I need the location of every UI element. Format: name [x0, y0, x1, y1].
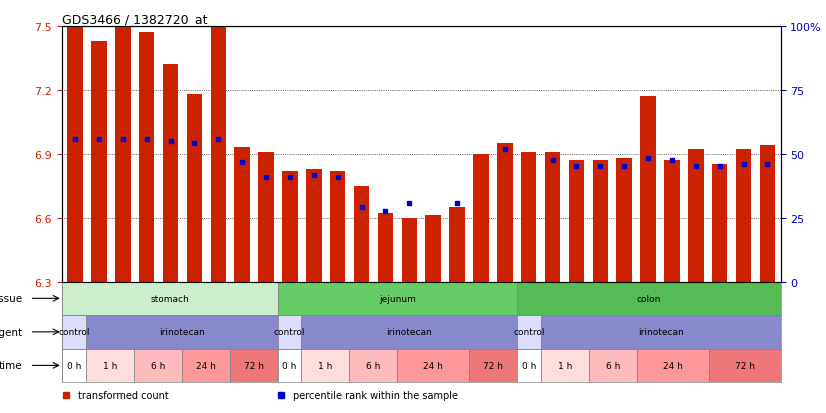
Bar [592, 161, 608, 282]
Text: 1 h: 1 h [102, 361, 117, 370]
Bar [278, 282, 517, 315]
Bar [712, 165, 728, 282]
Bar [306, 169, 321, 282]
Bar [115, 27, 131, 282]
Bar [568, 161, 584, 282]
Text: 24 h: 24 h [423, 361, 444, 370]
Bar [86, 349, 134, 382]
Text: transformed count: transformed count [78, 390, 169, 400]
Text: control: control [58, 328, 90, 337]
Bar [497, 144, 513, 282]
Bar [760, 146, 775, 282]
Bar [62, 349, 86, 382]
Bar [589, 349, 637, 382]
Bar [282, 171, 297, 282]
Text: percentile rank within the sample: percentile rank within the sample [293, 390, 458, 400]
Bar [187, 95, 202, 282]
Bar [278, 315, 301, 349]
Text: 72 h: 72 h [244, 361, 263, 370]
Text: 24 h: 24 h [662, 361, 683, 370]
Bar [259, 152, 274, 282]
Text: 72 h: 72 h [483, 361, 503, 370]
Text: agent: agent [0, 327, 22, 337]
Text: 0 h: 0 h [67, 361, 81, 370]
Text: tissue: tissue [0, 294, 22, 304]
Text: 1 h: 1 h [318, 361, 333, 370]
Bar [616, 159, 632, 282]
Bar [354, 186, 369, 282]
Bar [545, 152, 560, 282]
Bar [473, 154, 489, 282]
Bar [664, 161, 680, 282]
Bar [425, 216, 441, 282]
Bar [330, 171, 345, 282]
Bar [230, 349, 278, 382]
Bar [517, 282, 781, 315]
Bar [541, 315, 781, 349]
Bar [541, 349, 589, 382]
Text: 24 h: 24 h [196, 361, 216, 370]
Bar [640, 97, 656, 282]
Bar [349, 349, 397, 382]
Bar [86, 315, 278, 349]
Text: 0 h: 0 h [522, 361, 536, 370]
Text: GDS3466 / 1382720_at: GDS3466 / 1382720_at [62, 13, 207, 26]
Bar [521, 152, 536, 282]
Bar [62, 282, 278, 315]
Bar [688, 150, 704, 282]
Bar [637, 349, 709, 382]
Text: control: control [513, 328, 545, 337]
Bar [91, 42, 107, 282]
Bar [68, 27, 83, 282]
Bar [517, 315, 541, 349]
Bar [401, 218, 417, 282]
Text: 0 h: 0 h [282, 361, 297, 370]
Bar [163, 65, 178, 282]
Text: 6 h: 6 h [150, 361, 165, 370]
Bar [301, 349, 349, 382]
Bar [211, 27, 226, 282]
Text: control: control [273, 328, 306, 337]
Bar [469, 349, 517, 382]
Bar [278, 349, 301, 382]
Bar [134, 349, 182, 382]
Bar [301, 315, 517, 349]
Bar [377, 214, 393, 282]
Text: jejunum: jejunum [379, 294, 415, 303]
Text: 6 h: 6 h [366, 361, 381, 370]
Bar [235, 148, 250, 282]
Text: irinotecan: irinotecan [638, 328, 684, 337]
Bar [449, 207, 465, 282]
Text: 6 h: 6 h [605, 361, 620, 370]
Text: 72 h: 72 h [734, 361, 755, 370]
Bar [517, 349, 541, 382]
Text: irinotecan: irinotecan [387, 328, 432, 337]
Bar [139, 33, 154, 282]
Text: stomach: stomach [150, 294, 189, 303]
Text: time: time [0, 361, 22, 370]
Bar [182, 349, 230, 382]
Bar [736, 150, 752, 282]
Text: colon: colon [637, 294, 661, 303]
Bar [397, 349, 469, 382]
Bar [709, 349, 781, 382]
Text: 1 h: 1 h [558, 361, 572, 370]
Text: irinotecan: irinotecan [159, 328, 205, 337]
Bar [62, 315, 86, 349]
